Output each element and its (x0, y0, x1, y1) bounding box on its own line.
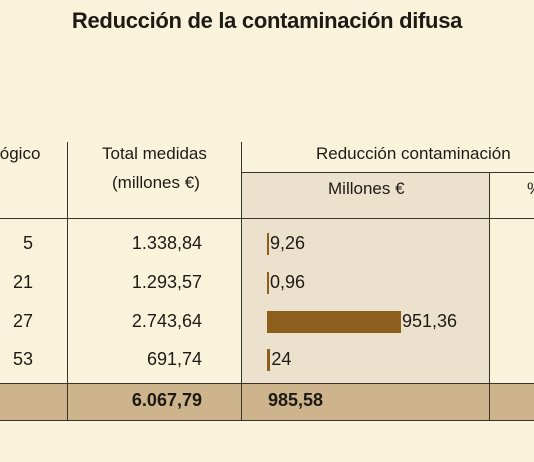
bar-row-1 (267, 233, 269, 255)
row-3-total: 2.743,64 (131, 311, 202, 331)
row-1-total: 1.338,84 (131, 233, 202, 253)
bar-row-4 (267, 349, 271, 371)
header-millones: Millones € (328, 179, 405, 198)
column-divider-2 (241, 142, 242, 420)
row-4-reduction-label: 24 (271, 349, 292, 369)
header-pct: % (527, 179, 534, 199)
header-top-rule (241, 172, 534, 173)
row-2-total: 1.293,57 (131, 272, 202, 292)
totals-total-medidas: 6.067,79 (131, 390, 202, 410)
row-2-reduction-label: 0,96 (270, 272, 306, 292)
millones-column-panel (241, 173, 489, 383)
column-divider-3 (489, 172, 490, 420)
totals-top-rule (0, 383, 534, 384)
header-col1: lógico (0, 144, 41, 163)
header-bottom-rule (0, 218, 534, 219)
row-4-cut-value: 53 (12, 349, 33, 369)
header-reduccion: Reducción contaminación (316, 144, 511, 163)
row-4-total: 691,74 (146, 349, 202, 369)
bar-row-3 (267, 311, 401, 333)
row-3-cut-value: 27 (12, 311, 33, 331)
row-2-cut-value: 21 (12, 272, 33, 292)
row-1-cut-value: 5 (22, 233, 33, 253)
totals-reduccion-millones: 985,58 (268, 390, 324, 410)
header-total-line2: (millones €) (112, 173, 200, 192)
totals-bottom-rule (0, 420, 534, 421)
totals-row-background (0, 383, 534, 420)
column-divider-1 (67, 142, 68, 420)
row-1-reduction-label: 9,26 (270, 233, 306, 253)
row-3-reduction-label: 951,36 (402, 311, 458, 331)
bar-row-2 (267, 272, 269, 294)
chart-title: Reducción de la contaminación difusa (71, 8, 463, 33)
header-total-line1: Total medidas (102, 144, 207, 163)
